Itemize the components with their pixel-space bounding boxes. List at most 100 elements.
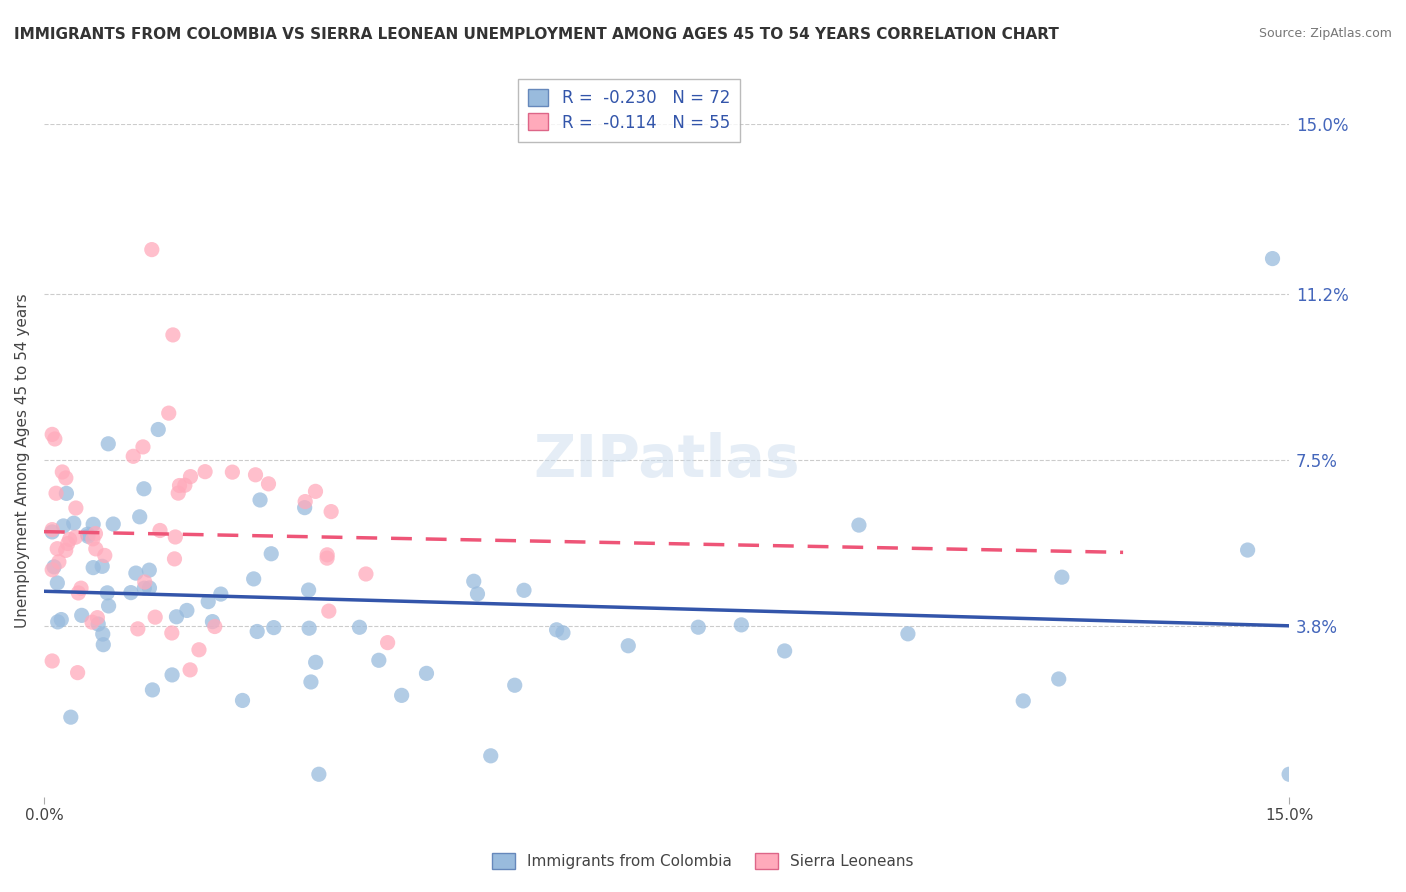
Point	[299, 675, 322, 690]
Point	[148, 423, 170, 437]
Point	[42, 559, 65, 574]
Point	[197, 594, 219, 608]
Legend: R =  -0.230   N = 72, R =  -0.114   N = 55: R = -0.230 N = 72, R = -0.114 N = 55	[519, 78, 740, 142]
Point	[160, 626, 183, 640]
Point	[415, 666, 437, 681]
Point	[41, 427, 63, 442]
Point	[263, 621, 285, 635]
Point	[59, 710, 82, 724]
Point	[87, 617, 110, 632]
Point	[97, 599, 120, 613]
Text: Source: ZipAtlas.com: Source: ZipAtlas.com	[1258, 27, 1392, 40]
Point	[138, 563, 160, 577]
Point	[96, 586, 118, 600]
Point	[55, 471, 77, 485]
Point	[132, 440, 155, 454]
Point	[82, 517, 104, 532]
Point	[204, 619, 226, 633]
Point	[298, 621, 321, 635]
Point	[44, 432, 66, 446]
Point	[141, 682, 163, 697]
Point	[257, 476, 280, 491]
Point	[294, 494, 316, 508]
Point	[138, 581, 160, 595]
Point	[167, 486, 190, 500]
Point	[58, 533, 80, 547]
Point	[141, 243, 163, 257]
Point	[46, 541, 69, 556]
Point	[221, 465, 243, 479]
Point	[82, 560, 104, 574]
Point	[179, 663, 201, 677]
Point	[242, 572, 264, 586]
Point	[318, 604, 340, 618]
Legend: Immigrants from Colombia, Sierra Leoneans: Immigrants from Colombia, Sierra Leonean…	[486, 847, 920, 875]
Point	[77, 529, 100, 543]
Text: ZIPatlas: ZIPatlas	[533, 432, 800, 489]
Point	[62, 516, 84, 531]
Point	[176, 603, 198, 617]
Point	[1261, 252, 1284, 266]
Point	[91, 638, 114, 652]
Point	[45, 486, 67, 500]
Point	[143, 610, 166, 624]
Point	[55, 543, 77, 558]
Point	[304, 484, 326, 499]
Point	[55, 486, 77, 500]
Point	[260, 547, 283, 561]
Point	[84, 526, 107, 541]
Point	[354, 566, 377, 581]
Point	[730, 618, 752, 632]
Point	[245, 467, 267, 482]
Point	[51, 465, 73, 479]
Point	[231, 693, 253, 707]
Point	[165, 530, 187, 544]
Point	[194, 465, 217, 479]
Point	[163, 552, 186, 566]
Point	[1278, 767, 1301, 781]
Point	[897, 627, 920, 641]
Point	[294, 500, 316, 515]
Point	[308, 767, 330, 781]
Point	[134, 574, 156, 589]
Point	[467, 587, 489, 601]
Point	[125, 566, 148, 580]
Point	[46, 576, 69, 591]
Point	[209, 587, 232, 601]
Point	[128, 509, 150, 524]
Point	[97, 437, 120, 451]
Y-axis label: Unemployment Among Ages 45 to 54 years: Unemployment Among Ages 45 to 54 years	[15, 293, 30, 628]
Point	[94, 549, 117, 563]
Point	[377, 635, 399, 649]
Point	[80, 615, 103, 629]
Point	[41, 654, 63, 668]
Point	[127, 622, 149, 636]
Point	[463, 574, 485, 589]
Text: IMMIGRANTS FROM COLOMBIA VS SIERRA LEONEAN UNEMPLOYMENT AMONG AGES 45 TO 54 YEAR: IMMIGRANTS FROM COLOMBIA VS SIERRA LEONE…	[14, 27, 1059, 42]
Point	[162, 327, 184, 342]
Point	[297, 582, 319, 597]
Point	[201, 615, 224, 629]
Point	[316, 548, 339, 562]
Point	[82, 532, 104, 546]
Point	[316, 551, 339, 566]
Point	[1012, 694, 1035, 708]
Point	[76, 527, 98, 541]
Point	[132, 482, 155, 496]
Point	[1236, 543, 1258, 558]
Point	[86, 610, 108, 624]
Point	[41, 563, 63, 577]
Point	[479, 748, 502, 763]
Point	[367, 653, 389, 667]
Point	[179, 469, 201, 483]
Point	[66, 665, 89, 680]
Point	[67, 586, 90, 600]
Point	[551, 625, 574, 640]
Point	[1050, 570, 1073, 584]
Point	[249, 493, 271, 508]
Point	[134, 581, 156, 595]
Point	[65, 501, 87, 516]
Point	[1047, 672, 1070, 686]
Point	[41, 524, 63, 539]
Point	[103, 516, 125, 531]
